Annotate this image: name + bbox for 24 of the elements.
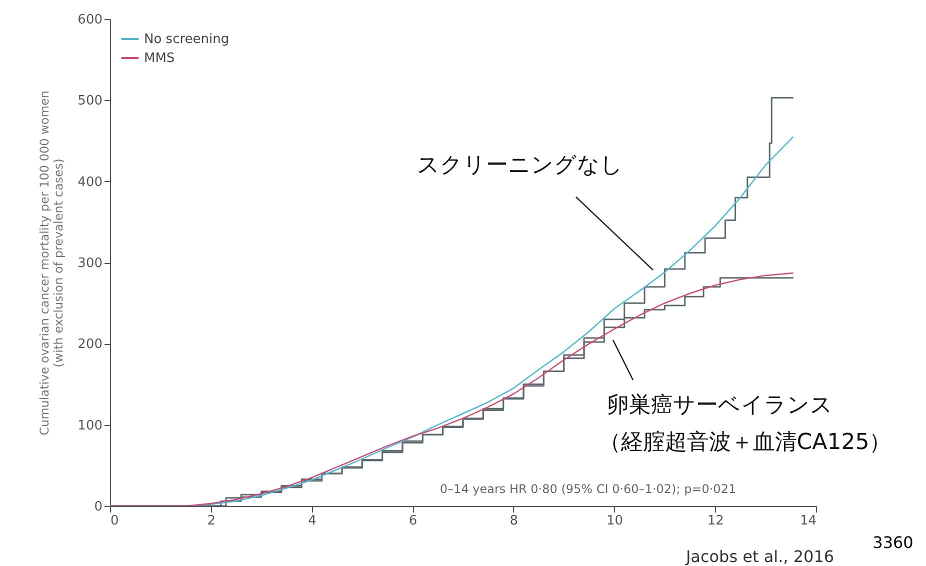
x-tick-label: 8 [510, 514, 518, 528]
x-tick-label: 4 [308, 514, 316, 528]
legend-label: No screening [144, 32, 230, 47]
annotation: 0–14 years HR 0·80 (95% CI 0·60–1·02); p=0·021 [440, 482, 736, 496]
annotation: （経腟超音波＋血清CA125） [598, 430, 892, 455]
y-axis-title: Cumulative ovarian cancer mortality per 100 000 women (with exclusion of prevalent cases) [38, 90, 66, 436]
text: Jacobs et al., 2016 [684, 547, 834, 566]
x-tick-label: 2 [207, 514, 216, 528]
y-tick-label: 200 [78, 337, 102, 352]
y-tick-label: 600 [78, 12, 102, 28]
legend-label: MMS [144, 51, 175, 66]
x-tick-label: 0 [110, 514, 119, 528]
x-tick-label: 12 [707, 514, 724, 528]
x-tick-label: 10 [606, 514, 624, 528]
x-tick-label: 6 [408, 514, 418, 528]
annotation: 卵巣癌サーベイランス [607, 393, 833, 418]
y-tick-label: 400 [78, 174, 102, 190]
text: 3360 [872, 533, 914, 552]
y-tick-label: 300 [78, 256, 102, 271]
y-tick-label: 100 [78, 418, 102, 434]
annotation: スクリーニングなし [417, 153, 623, 178]
y-tick-label: 500 [78, 94, 102, 109]
x-tick-label: 14 [800, 514, 816, 528]
y-tick-label: 0 [94, 500, 102, 514]
